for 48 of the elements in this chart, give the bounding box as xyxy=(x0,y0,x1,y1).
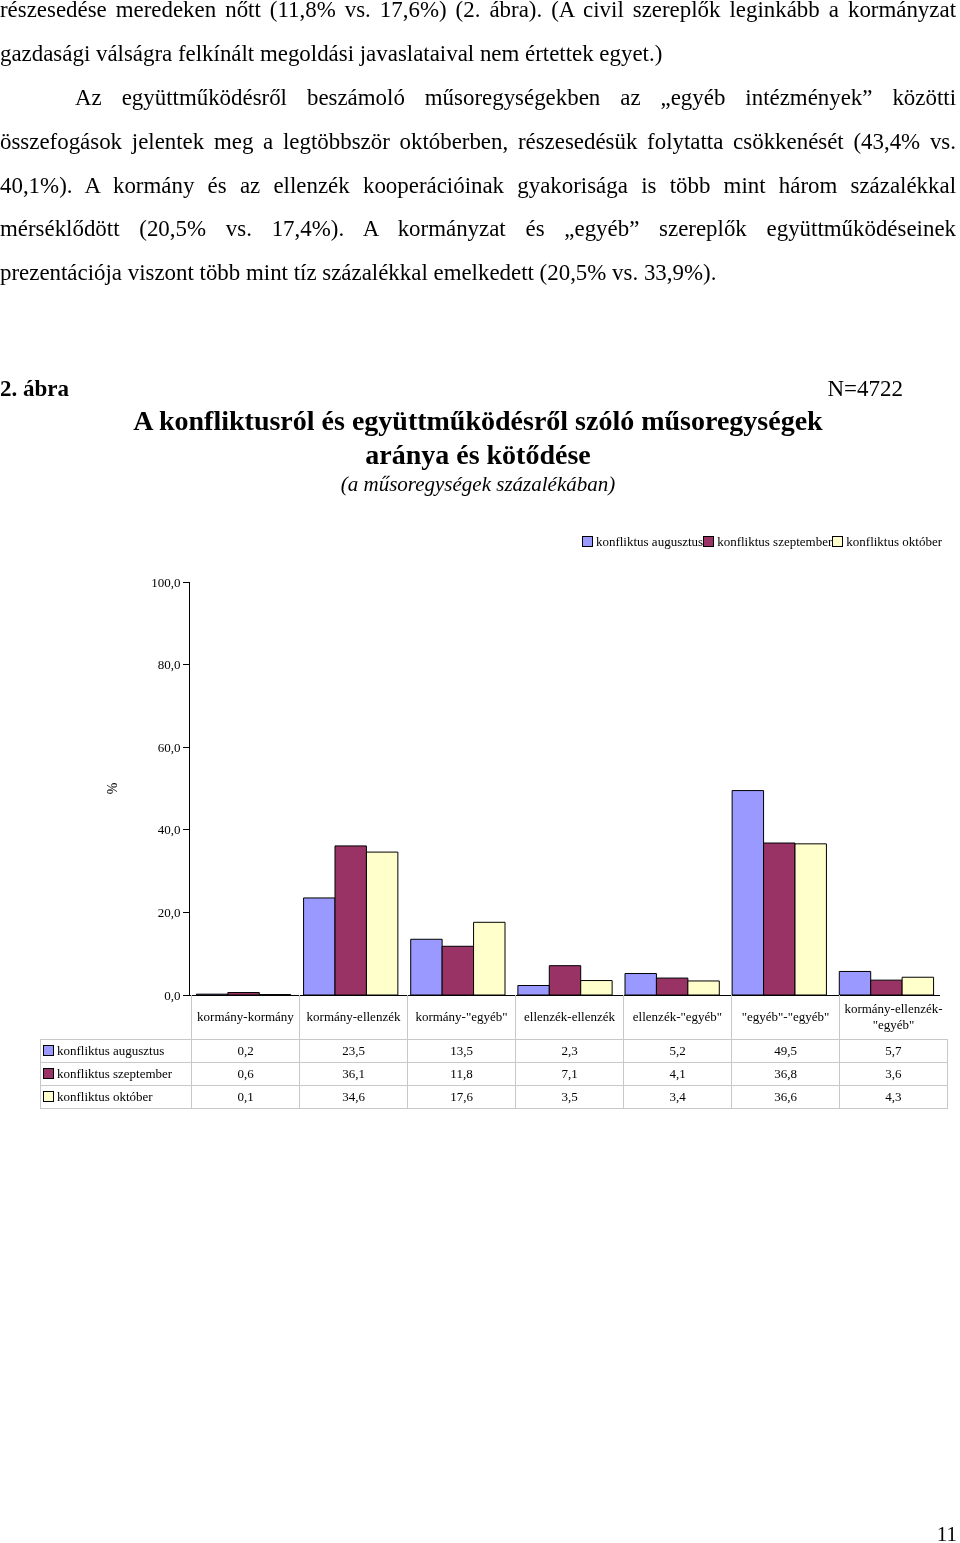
data-label: 0,2 xyxy=(191,1039,300,1063)
text: konfliktus szeptember xyxy=(57,1066,173,1081)
y-tick-label: 40,0 xyxy=(157,822,181,838)
data-label: 3,5 xyxy=(515,1085,624,1109)
y-tick-label: 20,0 xyxy=(157,904,181,920)
data-label: 5,2 xyxy=(623,1039,732,1063)
data-label: 3,6 xyxy=(839,1062,947,1086)
text: 11 xyxy=(936,1522,957,1543)
legend-label: konfliktus szeptember xyxy=(717,534,833,549)
text: N=4722 xyxy=(827,376,903,402)
x-tick-label: kormány-ellenzék-"egyéb" xyxy=(839,995,947,1040)
data-label: 34,6 xyxy=(299,1085,408,1109)
data-label: 3,4 xyxy=(623,1085,732,1109)
x-tick-label: ellenzék-ellenzék xyxy=(515,995,624,1040)
x-tick-label: ellenzék-"egyéb" xyxy=(623,995,732,1040)
data-label: 36,8 xyxy=(731,1062,840,1086)
text: részesedése meredeken nőtt (11,8% vs. 17,6%) (2. ábra). (A civil szereplők leginkább a kormányzat gazdasági válságra felkínált megoldási javaslataival nem értettek egyet.) xyxy=(0,0,956,68)
data-label: 49,5 xyxy=(731,1039,840,1063)
y-tick-label: 100,0 xyxy=(151,574,181,590)
y-tick-label: 80,0 xyxy=(157,657,181,673)
legend-label: konfliktus augusztus xyxy=(595,534,704,549)
x-tick-label: kormány-"egyéb" xyxy=(407,995,516,1040)
text: 2. ábra xyxy=(0,376,69,402)
y-tick-label: 60,0 xyxy=(157,739,181,755)
data-label: 2,3 xyxy=(515,1039,624,1063)
x-tick-label: "egyéb"-"egyéb" xyxy=(731,995,840,1040)
data-label: 0,1 xyxy=(191,1085,300,1109)
data-label: 17,6 xyxy=(407,1085,516,1109)
data-label: 0,6 xyxy=(191,1062,300,1086)
data-label: 36,6 xyxy=(731,1085,840,1109)
data-label: 4,1 xyxy=(623,1062,732,1086)
chart-subtitle: (a műsoregységek százalékában) xyxy=(339,472,617,497)
data-label: 5,7 xyxy=(839,1039,947,1063)
x-tick-label: kormány-ellenzék xyxy=(299,995,408,1040)
data-label: 23,5 xyxy=(299,1039,408,1063)
legend-label: konfliktus október xyxy=(846,534,942,549)
chart-title: A konfliktusról és együttműködésről szóló műsoregységek aránya és kötődése xyxy=(132,404,824,472)
data-label: 36,1 xyxy=(299,1062,408,1086)
y-tick-label: 0,0 xyxy=(164,987,181,1003)
data-label: 11,8 xyxy=(407,1062,516,1086)
text: konfliktus augusztus xyxy=(57,1043,165,1058)
text: Az együttműködésről beszámoló műsoregységekben az „egyéb intézmények” közötti összefogások jelentek meg a legtöbbször októberben, részesedésük folytatta csökkenését (43,4% vs. 40,1%). A kormány és az ellenzék kooperációinak gyakorisága is több mint három százalékkal mérséklődött (20,5% vs. 17,4%). A kormányzat és „egyéb” szereplők együttműködéseinek prezentációja viszont több mint tíz százalékkal emelkedett (20,5% vs. 33,9%). xyxy=(0,84,956,288)
y-axis-title: % xyxy=(104,782,120,795)
data-label: 4,3 xyxy=(839,1085,947,1109)
data-label: 13,5 xyxy=(407,1039,516,1063)
x-tick-label: kormány-kormány xyxy=(191,995,300,1040)
text: konfliktus október xyxy=(57,1089,153,1104)
data-label: 7,1 xyxy=(515,1062,624,1086)
